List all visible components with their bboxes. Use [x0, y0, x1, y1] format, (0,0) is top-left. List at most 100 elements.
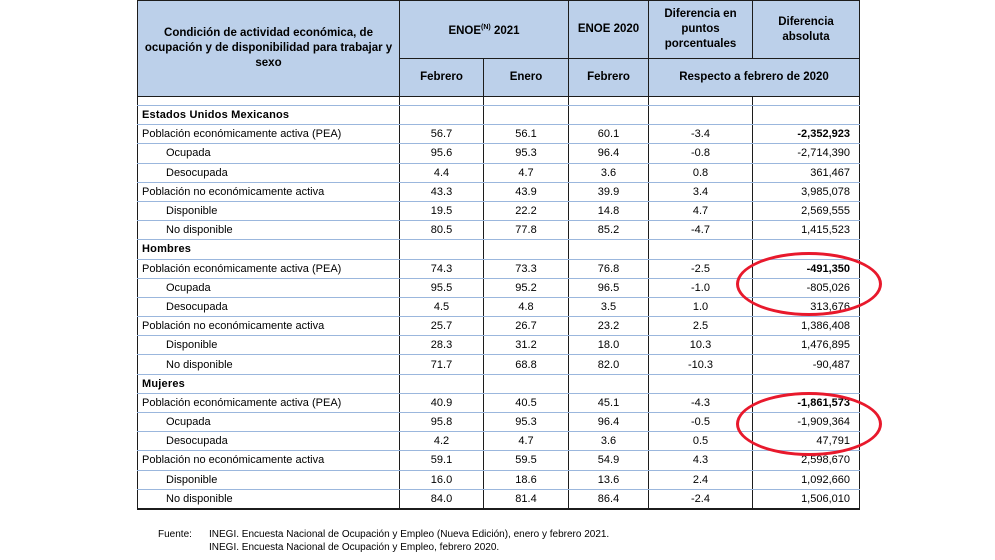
table-row: Disponible 16.0 18.6 13.6 2.4 1,092,660	[137, 470, 860, 490]
jan-2021-value: 56.1	[483, 124, 569, 145]
diff-points-value: 1.0	[648, 297, 753, 318]
feb-2020-value: 3.5	[568, 297, 649, 318]
feb-2020-value: 18.0	[568, 335, 649, 356]
jan-2021-value: 4.7	[483, 431, 569, 452]
labor-statistics-table: Condición de actividad económica, de ocu…	[137, 0, 860, 510]
enoe-2021-prefix: ENOE	[448, 24, 482, 37]
row-label: No disponible	[137, 220, 400, 241]
diff-absolute-value: 3,985,078	[752, 182, 860, 202]
feb-2020-value: 96.4	[568, 143, 649, 164]
jan-2021-value: 59.5	[483, 450, 569, 471]
diff-absolute-value: 1,415,523	[752, 220, 860, 241]
empty-cell	[752, 105, 860, 126]
feb-2021-value: 40.9	[399, 393, 484, 414]
source-label: Fuente:	[158, 529, 192, 540]
feb-2020-value: 76.8	[568, 259, 649, 279]
table-row: Disponible 28.3 31.2 18.0 10.3 1,476,895	[137, 335, 860, 356]
feb-2021-value: 84.0	[399, 489, 484, 510]
row-label: Ocupada	[137, 278, 400, 298]
row-label: Población económicamente activa (PEA)	[137, 259, 400, 279]
feb-2021-value: 4.2	[399, 431, 484, 452]
empty-cell	[648, 105, 753, 126]
diff-absolute-value: 2,569,555	[752, 201, 860, 222]
row-label: Desocupada	[137, 431, 400, 452]
empty-cell	[399, 105, 484, 126]
source-line-2: INEGI. Encuesta Nacional de Ocupación y …	[209, 542, 500, 553]
enoe-2021-superscript: (N)	[481, 24, 491, 32]
row-label: Ocupada	[137, 143, 400, 164]
row-label: Disponible	[137, 335, 400, 356]
feb-2020-value: 82.0	[568, 354, 649, 375]
respecto-header: Respecto a febrero de 2020	[648, 58, 860, 97]
row-label: Población no económicamente activa	[137, 450, 400, 471]
jan-2021-value: 26.7	[483, 316, 569, 337]
jan-2021-value: 73.3	[483, 259, 569, 279]
feb-2020-value: 45.1	[568, 393, 649, 414]
feb-2021-value: 59.1	[399, 450, 484, 471]
empty-cell	[568, 374, 649, 394]
empty-cell	[648, 374, 753, 394]
diff-points-value: 10.3	[648, 335, 753, 356]
diff-points-value: 2.5	[648, 316, 753, 337]
diff-points-value: 4.3	[648, 450, 753, 471]
table-row: Población económicamente activa (PEA) 56.…	[137, 124, 860, 145]
table-row: Población no económicamente activa 59.1 59…	[137, 450, 860, 471]
feb-2021-header: Febrero	[399, 58, 484, 97]
feb-2021-value: 28.3	[399, 335, 484, 356]
table-row: No disponible 84.0 81.4 86.4 -2.4 1,506,010	[137, 489, 860, 510]
table-row: Desocupada 4.4 4.7 3.6 0.8 361,467	[137, 163, 860, 183]
table-body: Estados Unidos Mexicanos Población económ…	[137, 96, 860, 510]
feb-2021-value: 80.5	[399, 220, 484, 241]
row-label: Población no económicamente activa	[137, 316, 400, 337]
diff-points-value: -4.7	[648, 220, 753, 241]
diff-absolute-value: 1,386,408	[752, 316, 860, 337]
diff-absolute-value: -2,352,923	[752, 124, 860, 145]
empty-cell	[483, 374, 569, 394]
enoe-2020-header: ENOE 2020	[568, 0, 649, 59]
section-row: Mujeres	[137, 374, 860, 394]
diff-points-value: -0.8	[648, 143, 753, 164]
empty-cell	[483, 239, 569, 260]
empty-cell	[568, 105, 649, 126]
enoe-2021-header: ENOE(N) 2021	[399, 0, 569, 59]
diff-absolute-value: -2,714,390	[752, 143, 860, 164]
empty-cell	[399, 374, 484, 394]
jan-2021-value: 43.9	[483, 182, 569, 202]
diff-absolute-value: 1,476,895	[752, 335, 860, 356]
empty-cell	[399, 239, 484, 260]
row-label: No disponible	[137, 354, 400, 375]
row-label: Disponible	[137, 470, 400, 490]
diff-points-value: -3.4	[648, 124, 753, 145]
section-row: Estados Unidos Mexicanos	[137, 105, 860, 126]
spacer-cell	[399, 96, 484, 106]
feb-2020-value: 39.9	[568, 182, 649, 202]
section-title: Estados Unidos Mexicanos	[137, 105, 400, 126]
feb-2021-value: 43.3	[399, 182, 484, 202]
jan-2021-header: Enero	[483, 58, 569, 97]
table-row: Población no económicamente activa 25.7 26…	[137, 316, 860, 337]
diff-points-value: 4.7	[648, 201, 753, 222]
highlight-oval-mujeres	[736, 392, 882, 456]
row-label: Población económicamente activa (PEA)	[137, 393, 400, 414]
jan-2021-value: 22.2	[483, 201, 569, 222]
feb-2020-value: 3.6	[568, 431, 649, 452]
feb-2020-value: 96.4	[568, 412, 649, 433]
spacer-cell	[137, 96, 400, 106]
empty-cell	[483, 105, 569, 126]
diff-points-value: -2.5	[648, 259, 753, 279]
source-text-1: INEGI. Encuesta Nacional de Ocupación y …	[209, 529, 610, 540]
jan-2021-value: 95.3	[483, 143, 569, 164]
highlight-oval-hombres	[736, 252, 882, 316]
row-label: Población no económicamente activa	[137, 182, 400, 202]
feb-2021-value: 56.7	[399, 124, 484, 145]
condition-column-header: Condición de actividad económica, de ocu…	[137, 0, 400, 97]
spacer-cell	[568, 96, 649, 106]
feb-2021-value: 16.0	[399, 470, 484, 490]
spacer-cell	[752, 96, 860, 106]
diff-points-value: -1.0	[648, 278, 753, 298]
row-label: Desocupada	[137, 297, 400, 318]
empty-cell	[752, 374, 860, 394]
empty-cell	[568, 239, 649, 260]
feb-2020-value: 96.5	[568, 278, 649, 298]
spacer-cell	[648, 96, 753, 106]
